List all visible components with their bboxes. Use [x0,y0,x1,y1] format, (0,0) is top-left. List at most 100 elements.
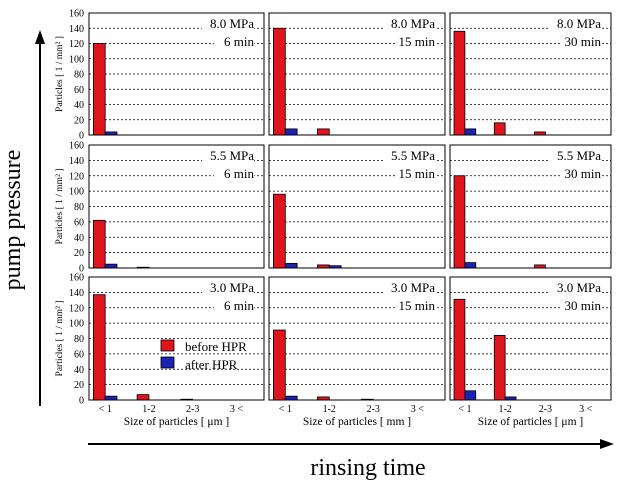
panel-frame [268,144,446,269]
y-axis-label: Particles [ 1 / mm² ] [55,169,65,245]
annotation-bg [561,167,601,180]
pressure-label: 8.0 MPa [391,16,435,31]
y-tick-label: 40 [74,365,84,376]
bar-after-0 [104,395,118,401]
time-label: 15 min [399,298,436,313]
pressure-label: 5.5 MPa [391,148,435,163]
rinsing-time-title: rinsing time [310,455,425,481]
panel-0-0: 8.0 MPa 6 min 0 20 40 60 80 100 120 140 160 Particl… [55,9,265,142]
y-axis-label: Particles [ 1 / mm² ] [55,301,65,377]
bar-before-0 [453,298,466,401]
legend-label-after: after HPR [185,357,238,372]
x-axis-label: Size of particles [ μm ] [124,416,229,428]
annotation-bg [214,35,254,48]
y-tick-label: 140 [69,156,84,167]
pressure-label: 3.0 MPa [557,280,601,295]
bar-before-1 [493,122,506,136]
panel-0-1: 8.0 MPa 15 min [268,12,446,136]
x-tick-label: 2-3 [186,404,199,415]
pressure-label: 8.0 MPa [210,16,254,31]
time-label: 15 min [399,166,436,181]
y-tick-label: 20 [74,248,84,259]
y-tick-label: 80 [74,70,84,81]
x-tick-label: < 1 [279,404,292,415]
annotation-bg [395,35,435,48]
x-tick-label: 2-3 [367,404,380,415]
panel-0-2: 8.0 MPa 30 min [449,12,612,136]
bar-after-0 [284,262,298,269]
bar-before-0 [92,219,106,269]
pump-pressure-title: pump pressure [0,150,26,291]
y-tick-label: 60 [74,349,84,360]
annotation-bg [383,150,435,163]
bar-after-0 [464,390,477,401]
y-tick-label: 20 [74,115,84,126]
legend-swatch-before [160,339,175,352]
y-tick-label: 40 [74,233,84,244]
y-tick-label: 160 [69,273,84,284]
annotation-bg [383,18,435,31]
legend: before HPR after HPR [160,339,247,372]
annotation-bg [395,167,435,180]
time-label: 30 min [565,34,602,49]
panels-layer: 8.0 MPa 6 min 0 20 40 60 80 100 120 140 160 Particl… [55,9,612,428]
panel-1-2: 5.5 MPa 30 min [449,144,612,269]
bar-after-0 [284,395,298,401]
x-axis-label: Size of particles [ μm ] [478,416,583,428]
y-tick-label: 80 [74,202,84,213]
annotation-bg [549,282,601,295]
panel-2-0: 3.0 MPa 6 min 0 20 40 60 80 100 120 140 160 Particl… [55,273,265,428]
annotation-bg [561,299,601,312]
time-label: 30 min [565,298,602,313]
bar-before-0 [272,27,286,136]
pump-pressure-arrow [35,30,45,406]
annotation-bg [561,35,601,48]
panel-frame [449,12,612,136]
annotation-bg [214,167,254,180]
bar-before-0 [92,294,106,401]
x-tick-label: < 1 [99,404,112,415]
time-label: 15 min [399,34,436,49]
x-tick-label: 1-2 [142,404,155,415]
y-tick-label: 60 [74,217,84,228]
y-tick-label: 0 [79,396,84,407]
y-tick-label: 0 [79,264,84,275]
y-tick-label: 60 [74,85,84,96]
bar-before-0 [453,175,466,269]
y-tick-label: 100 [69,319,84,330]
pressure-label: 8.0 MPa [557,16,601,31]
y-tick-label: 20 [74,380,84,391]
legend-swatch-after [160,356,175,369]
y-tick-label: 100 [69,54,84,65]
annotation-bg [395,299,435,312]
bar-before-0 [453,30,466,136]
bar-before-1 [136,394,150,401]
panel-frame [88,144,265,269]
y-axis-label: Particles [ 1 / mm² ] [55,36,65,112]
x-axis-label: Size of particles [ mm ] [303,416,411,428]
panel-frame [268,12,446,136]
bar-before-0 [272,329,286,401]
x-tick-label: 1-2 [323,404,336,415]
bar-after-0 [104,263,118,269]
bar-after-0 [464,128,477,136]
annotation-bg [214,299,254,312]
x-tick-label: 3 < [230,404,244,415]
annotation-bg [549,18,601,31]
panel-2-2: 3.0 MPa 30 min < 1 1-2 2-3 3 <Size of particl… [449,276,612,428]
y-tick-label: 160 [69,9,84,20]
time-label: 6 min [224,166,254,181]
y-tick-label: 120 [69,171,84,182]
panel-frame [88,12,265,136]
bar-after-0 [284,128,298,136]
bar-before-1 [493,335,506,401]
panel-frame [268,276,446,401]
pressure-label: 3.0 MPa [210,280,254,295]
panel-2-1: 3.0 MPa 15 min < 1 1-2 2-3 3 <Size of particl… [268,276,446,428]
y-tick-label: 140 [69,24,84,35]
x-tick-label: 3 < [579,404,593,415]
rinsing-time-arrow [88,439,614,449]
y-tick-label: 0 [79,131,84,142]
panel-frame [88,276,265,401]
